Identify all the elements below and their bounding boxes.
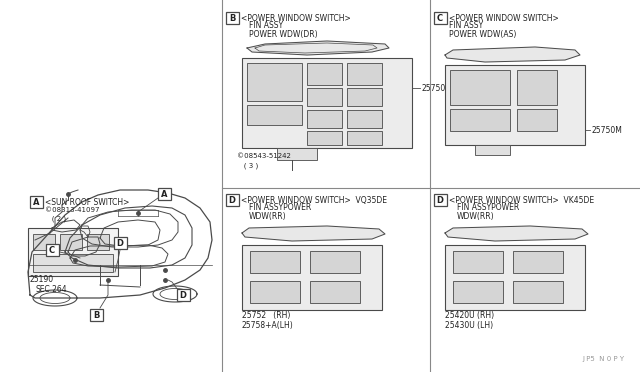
Bar	[90, 309, 102, 321]
Text: 25420U (RH): 25420U (RH)	[445, 311, 494, 320]
Text: POWER WDW(DR): POWER WDW(DR)	[249, 30, 317, 39]
Polygon shape	[242, 226, 385, 241]
Polygon shape	[247, 41, 389, 55]
Bar	[307, 88, 342, 106]
Bar	[347, 131, 382, 145]
Text: <POWER WINDOW SWITCH>: <POWER WINDOW SWITCH>	[241, 13, 351, 22]
Bar	[28, 228, 118, 276]
Text: C: C	[437, 13, 443, 22]
Text: D: D	[436, 196, 444, 205]
Polygon shape	[445, 226, 588, 241]
Bar	[310, 281, 360, 303]
Text: <SUN ROOF SWITCH>: <SUN ROOF SWITCH>	[45, 198, 129, 206]
Bar	[513, 281, 563, 303]
Text: D: D	[228, 196, 236, 205]
Bar	[307, 110, 342, 128]
Text: 25750M: 25750M	[592, 125, 623, 135]
Text: D: D	[116, 238, 124, 247]
Bar	[87, 234, 109, 250]
Text: FIN ASSY: FIN ASSY	[449, 21, 483, 30]
Bar	[453, 251, 503, 273]
Bar	[29, 196, 42, 208]
Bar	[453, 281, 503, 303]
Text: B: B	[93, 311, 99, 320]
Bar	[347, 63, 382, 85]
Text: WDW(RR): WDW(RR)	[457, 212, 495, 221]
Text: POWER WDW(AS): POWER WDW(AS)	[449, 30, 516, 39]
Text: <POWER WINDOW SWITCH>  VQ35DE: <POWER WINDOW SWITCH> VQ35DE	[241, 196, 387, 205]
Bar	[310, 251, 360, 273]
Bar	[445, 245, 585, 310]
Text: FIN ASSYPOWER: FIN ASSYPOWER	[249, 203, 311, 212]
Bar	[433, 194, 447, 206]
Bar	[33, 234, 55, 250]
Text: A: A	[161, 189, 167, 199]
Bar	[225, 12, 239, 24]
Bar	[250, 281, 300, 303]
Text: 25190: 25190	[30, 275, 54, 284]
Bar	[433, 12, 447, 24]
Bar	[513, 251, 563, 273]
Text: ©08543-51242: ©08543-51242	[237, 153, 291, 159]
Text: ( 2 ): ( 2 )	[45, 215, 66, 221]
Bar	[33, 254, 113, 272]
Bar	[347, 110, 382, 128]
Text: 25752   (RH): 25752 (RH)	[242, 311, 291, 320]
Bar	[450, 109, 510, 131]
Bar	[242, 245, 382, 310]
Bar	[347, 88, 382, 106]
Bar	[60, 234, 82, 250]
Bar	[445, 65, 585, 145]
Bar	[475, 145, 510, 155]
Text: B: B	[229, 13, 235, 22]
Bar	[157, 188, 170, 200]
Text: <POWER WINDOW SWITCH>: <POWER WINDOW SWITCH>	[449, 13, 559, 22]
Text: FIN ASSY: FIN ASSY	[249, 21, 283, 30]
Bar	[307, 63, 342, 85]
Bar	[247, 105, 302, 125]
Text: J P5  N 0 P Y: J P5 N 0 P Y	[583, 356, 625, 362]
Text: 25750: 25750	[422, 83, 446, 93]
Text: SEC.264: SEC.264	[36, 285, 68, 294]
Text: A: A	[33, 198, 39, 206]
Text: WDW(RR): WDW(RR)	[249, 212, 287, 221]
Bar	[517, 70, 557, 105]
Bar	[45, 244, 58, 256]
Text: C: C	[49, 246, 55, 254]
Text: <POWER WINDOW SWITCH>  VK45DE: <POWER WINDOW SWITCH> VK45DE	[449, 196, 594, 205]
Bar	[225, 194, 239, 206]
Bar	[307, 131, 342, 145]
Bar	[242, 58, 412, 148]
Text: ( 3 ): ( 3 )	[237, 162, 259, 169]
Bar	[250, 251, 300, 273]
Text: 25430U (LH): 25430U (LH)	[445, 321, 493, 330]
Bar	[113, 237, 127, 249]
Bar	[277, 148, 317, 160]
Bar	[450, 70, 510, 105]
Text: 25758+A(LH): 25758+A(LH)	[242, 321, 294, 330]
Bar	[247, 63, 302, 101]
Text: ©08313-41097: ©08313-41097	[45, 207, 99, 213]
Bar	[517, 109, 557, 131]
Polygon shape	[445, 47, 580, 62]
Text: D: D	[179, 291, 186, 299]
Text: FIN ASSYPOWER: FIN ASSYPOWER	[457, 203, 519, 212]
Bar	[177, 289, 189, 301]
